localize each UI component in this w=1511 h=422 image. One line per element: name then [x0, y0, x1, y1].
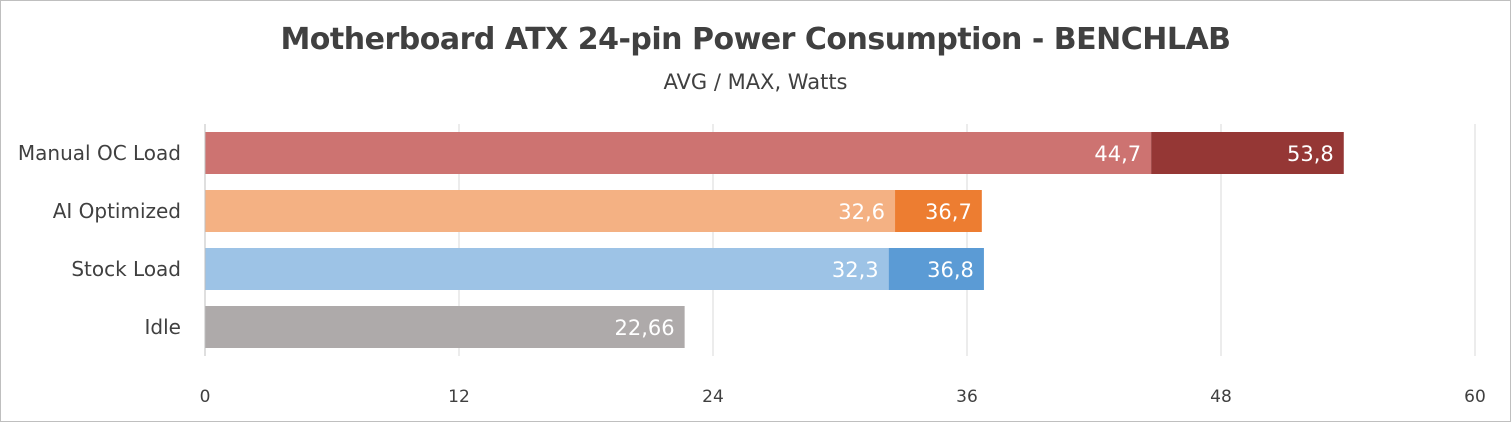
x-tick-label: 0 — [200, 387, 211, 407]
chart-subtitle: AVG / MAX, Watts — [663, 70, 848, 94]
category-label: AI Optimized — [53, 199, 181, 223]
avg-bar — [205, 132, 1152, 174]
max-bar — [888, 248, 984, 290]
x-tick-label: 24 — [702, 387, 724, 407]
x-tick-label: 60 — [1464, 387, 1486, 407]
avg-data-label: 44,7 — [1094, 142, 1141, 166]
x-tick-label: 12 — [448, 387, 470, 407]
max-data-label: 36,7 — [925, 200, 972, 224]
avg-bar — [205, 248, 889, 290]
avg-data-label: 32,3 — [832, 258, 879, 282]
category-label: Idle — [145, 315, 181, 339]
max-bar — [1151, 132, 1344, 174]
max-data-label: 36,8 — [927, 258, 974, 282]
avg-data-label: 32,6 — [838, 200, 885, 224]
avg-bar — [205, 190, 896, 232]
avg-data-label: 22,66 — [615, 316, 675, 340]
x-tick-label: 36 — [956, 387, 978, 407]
avg-bar — [205, 306, 685, 348]
x-tick-label: 48 — [1210, 387, 1232, 407]
category-label: Stock Load — [71, 257, 181, 281]
max-bar — [895, 190, 982, 232]
category-label: Manual OC Load — [18, 141, 181, 165]
chart-title: Motherboard ATX 24-pin Power Consumption… — [280, 22, 1231, 57]
max-data-label: 53,8 — [1287, 142, 1334, 166]
